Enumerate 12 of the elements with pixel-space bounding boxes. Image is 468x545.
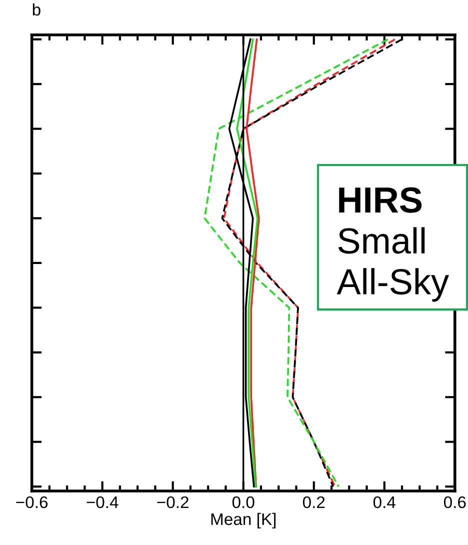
x-axis-title: Mean [K]	[211, 512, 276, 528]
chart-title: b	[32, 3, 40, 16]
x-tick-label: 0.2	[302, 496, 325, 508]
annotation: All-Sky	[336, 268, 450, 302]
x-tick-label: 0.6	[444, 496, 466, 508]
x-tick-label: −0.6	[16, 496, 48, 508]
x-tick-label: −0.2	[157, 496, 188, 508]
x-tick-label: 0.4	[373, 496, 396, 508]
annotation: Small	[338, 227, 425, 254]
x-tick-label: −0.4	[86, 496, 118, 508]
annotation: HIRS	[339, 187, 422, 213]
x-tick-label: 0.0	[232, 496, 254, 508]
